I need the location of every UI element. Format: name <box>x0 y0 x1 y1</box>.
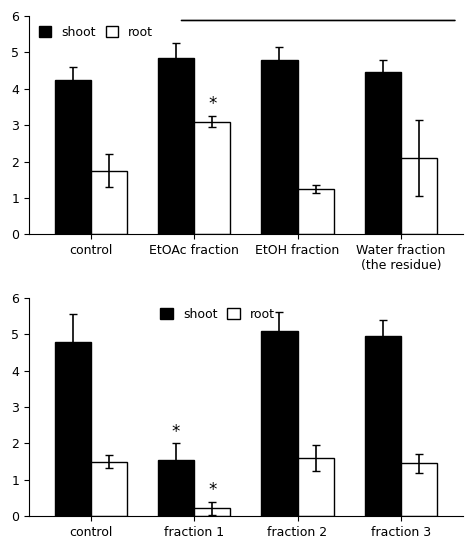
Bar <box>261 60 298 234</box>
Bar <box>298 458 334 516</box>
Bar <box>365 336 401 516</box>
Bar <box>365 73 401 234</box>
Bar <box>194 508 230 516</box>
Bar <box>158 58 194 234</box>
Bar <box>91 461 127 516</box>
Bar <box>298 189 334 234</box>
Bar <box>401 464 437 516</box>
Bar <box>91 170 127 234</box>
Bar <box>194 122 230 234</box>
Legend: shoot, root: shoot, root <box>35 23 157 43</box>
Text: *: * <box>208 481 217 499</box>
Bar <box>158 460 194 516</box>
Bar <box>261 331 298 516</box>
Bar <box>55 342 91 516</box>
Text: *: * <box>172 422 180 441</box>
Bar <box>401 158 437 234</box>
Legend: shoot, root: shoot, root <box>156 304 279 324</box>
Bar <box>55 80 91 234</box>
Text: *: * <box>208 95 217 113</box>
